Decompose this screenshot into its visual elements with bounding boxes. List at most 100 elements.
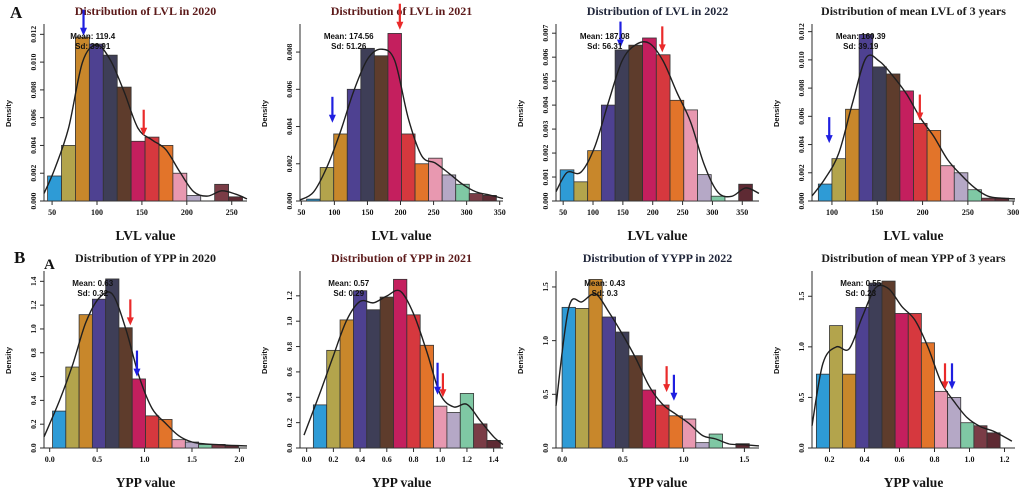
svg-text:0.001: 0.001	[541, 168, 550, 185]
histogram-bar	[881, 280, 896, 449]
svg-text:0.6: 0.6	[285, 367, 294, 377]
svg-text:0.6: 0.6	[382, 455, 392, 464]
svg-text:0.004: 0.004	[797, 136, 806, 153]
histogram-bar	[738, 183, 753, 202]
histogram-bar	[171, 439, 186, 449]
svg-text:2.0: 2.0	[234, 455, 244, 464]
svg-text:0.006: 0.006	[797, 108, 806, 125]
x-axis-label: YPP value	[628, 475, 688, 490]
svg-text:50: 50	[297, 208, 305, 217]
svg-text:0.5: 0.5	[541, 389, 550, 399]
histogram-bar	[926, 130, 942, 202]
histogram-bar	[144, 136, 160, 202]
histogram-bar	[379, 296, 394, 449]
svg-text:1.2: 1.2	[462, 455, 472, 464]
density-curve	[43, 291, 248, 447]
histogram-bar	[894, 313, 909, 449]
svg-text:200: 200	[395, 208, 407, 217]
x-axis-ticks: 0.0 0.5 1.0 1.5	[557, 448, 749, 464]
histogram-bar	[131, 378, 146, 449]
svg-text:0.000: 0.000	[29, 192, 38, 209]
histogram-bar	[695, 442, 710, 449]
svg-text:0.000: 0.000	[541, 192, 550, 209]
histogram-bar	[628, 44, 643, 202]
svg-text:350: 350	[736, 208, 748, 217]
svg-text:1.4: 1.4	[29, 276, 38, 286]
histogram-bar	[419, 344, 434, 449]
histogram-bar	[406, 314, 421, 449]
svg-text:0.010: 0.010	[797, 51, 806, 68]
svg-text:0.4: 0.4	[285, 392, 294, 402]
svg-text:0.003: 0.003	[541, 120, 550, 137]
svg-text:0.5: 0.5	[92, 455, 102, 464]
svg-text:0.6: 0.6	[29, 372, 38, 382]
y-axis-label: Density	[516, 346, 525, 374]
x-axis-ticks: 0.0 0.2 0.4 0.6 0.8 1.0 1.2 1.4	[302, 448, 499, 464]
histogram-bar	[145, 415, 160, 449]
histogram-bar	[366, 309, 381, 449]
histogram-bar	[172, 172, 188, 202]
y-axis-ticks: 0.000 0.001 0.002 0.003 0.004 0.005 0.006 0.007	[541, 25, 556, 209]
red-arrow-marker	[916, 94, 924, 121]
histogram-bars	[559, 37, 753, 202]
svg-text:0.002: 0.002	[797, 164, 806, 181]
histogram-bar	[441, 174, 457, 202]
y-axis-ticks: 0.0 0.2 0.4 0.6 0.8 1.0 1.2	[285, 291, 300, 453]
svg-text:100: 100	[587, 208, 599, 217]
histogram-bar	[953, 172, 969, 202]
chart-ypp-2020: Distribution of YPP in 2020 0.0 0.2 0.4 0.6 0…	[0, 247, 256, 494]
chart-lvl-2022: Distribution of LVL in 2022 0.000 0.001 0.0…	[512, 0, 768, 247]
chart-lvl-mean: Distribution of mean LVL of 3 years 0.000…	[768, 0, 1024, 247]
histogram-bar	[360, 47, 375, 202]
svg-text:0.0: 0.0	[285, 443, 294, 453]
svg-text:0.8: 0.8	[409, 455, 419, 464]
svg-text:200: 200	[917, 208, 929, 217]
histogram-bar	[642, 37, 657, 202]
histogram-bar	[373, 55, 389, 202]
y-axis-ticks: 0.000 0.002 0.004 0.006 0.008 0.010 0.012	[797, 23, 812, 209]
svg-text:0.5: 0.5	[618, 455, 628, 464]
red-arrow-marker	[439, 373, 447, 398]
histogram-bar	[986, 432, 1001, 449]
svg-text:1.0: 1.0	[140, 455, 150, 464]
histogram-bar	[387, 33, 402, 202]
chart-ypp-2022: Distribution of YYPP in 2022 0.0 0.5 1.0 1.5…	[512, 247, 768, 494]
histogram-bar	[52, 410, 67, 449]
histogram-bar	[198, 444, 213, 449]
blue-arrow-marker	[133, 350, 141, 377]
blue-arrow-marker	[825, 117, 833, 144]
y-axis-label: Density	[260, 99, 269, 127]
red-arrow-marker	[396, 3, 404, 30]
chart-title: Distribution of mean LVL of 3 years	[821, 4, 1006, 18]
x-axis-ticks: 100 150 200 250 300	[826, 201, 1019, 217]
svg-text:Mean: 119.4: Mean: 119.4	[70, 32, 115, 41]
svg-text:1.0: 1.0	[285, 316, 294, 326]
x-axis-label: LVL value	[628, 228, 688, 243]
svg-text:Mean: 0.43: Mean: 0.43	[584, 279, 625, 288]
svg-text:0.006: 0.006	[285, 81, 294, 98]
histogram-bars	[52, 278, 239, 449]
svg-text:0.012: 0.012	[797, 23, 806, 40]
blue-arrow-marker	[328, 96, 336, 123]
y-axis-ticks: 0.0 0.5 1.0 1.5	[541, 282, 556, 453]
histogram-bar	[668, 415, 683, 449]
histogram-bar	[575, 308, 590, 449]
svg-text:0.4: 0.4	[29, 395, 38, 405]
svg-text:0.008: 0.008	[285, 43, 294, 60]
histogram-bar	[842, 373, 857, 449]
histogram-plot: Distribution of LVL in 20210.0000.0020.0…	[260, 3, 506, 243]
histogram-plot: Distribution of mean LVL of 3 years 0.000…	[772, 4, 1019, 243]
svg-text:Sd: 39.19: Sd: 39.19	[843, 42, 879, 51]
chart-title: Distribution of YPP in 2020	[75, 251, 216, 265]
y-axis-label: Density	[772, 346, 781, 374]
svg-text:0.8: 0.8	[285, 342, 294, 352]
svg-text:0.002: 0.002	[29, 165, 38, 182]
panel-label-a: A	[10, 3, 23, 22]
svg-text:0.006: 0.006	[29, 109, 38, 126]
histogram-bar	[967, 189, 982, 202]
histogram-bar	[61, 145, 76, 202]
red-arrow-marker	[941, 363, 949, 390]
svg-text:1.0: 1.0	[435, 455, 445, 464]
